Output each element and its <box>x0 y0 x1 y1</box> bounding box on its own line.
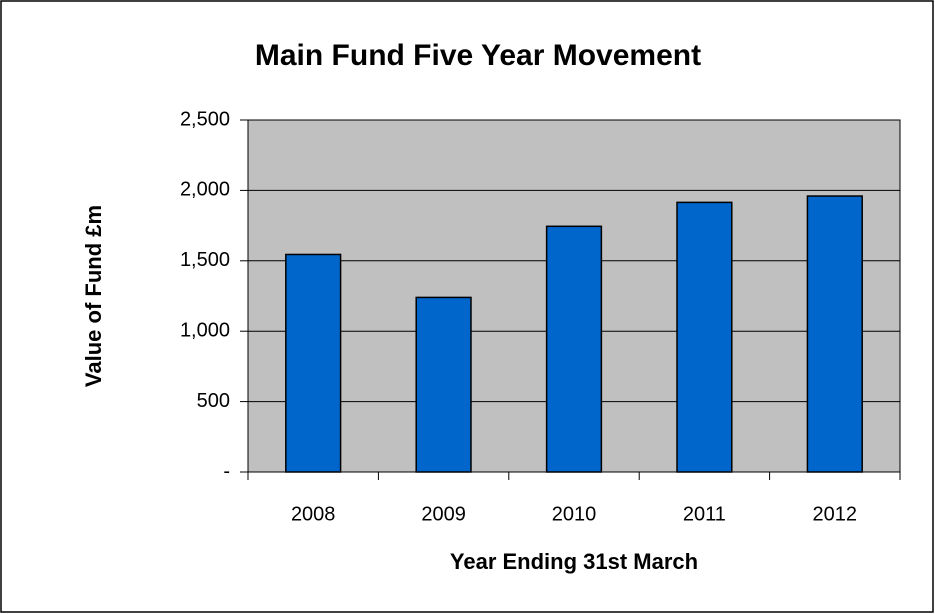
x-tick-label: 2012 <box>813 503 858 525</box>
x-tick-label: 2009 <box>421 503 466 525</box>
y-tick-label: 1,000 <box>180 319 230 341</box>
y-tick-label: - <box>223 460 230 482</box>
y-tick-label: 2,000 <box>180 179 230 201</box>
y-tick-label: 500 <box>197 390 230 412</box>
y-axis-label: Value of Fund £m <box>81 205 106 387</box>
x-axis-label: Year Ending 31st March <box>450 549 698 574</box>
bar <box>415 296 472 473</box>
x-tick-label: 2008 <box>291 503 336 525</box>
x-tick-label: 2010 <box>552 503 597 525</box>
bar <box>676 201 733 473</box>
bar <box>806 195 863 473</box>
bar <box>545 225 603 473</box>
bar <box>285 253 342 473</box>
y-tick-label: 1,500 <box>180 249 230 271</box>
x-tick-label: 2011 <box>683 503 726 525</box>
chart-title: Main Fund Five Year Movement <box>255 39 701 72</box>
y-tick-label: 2,500 <box>180 108 230 130</box>
